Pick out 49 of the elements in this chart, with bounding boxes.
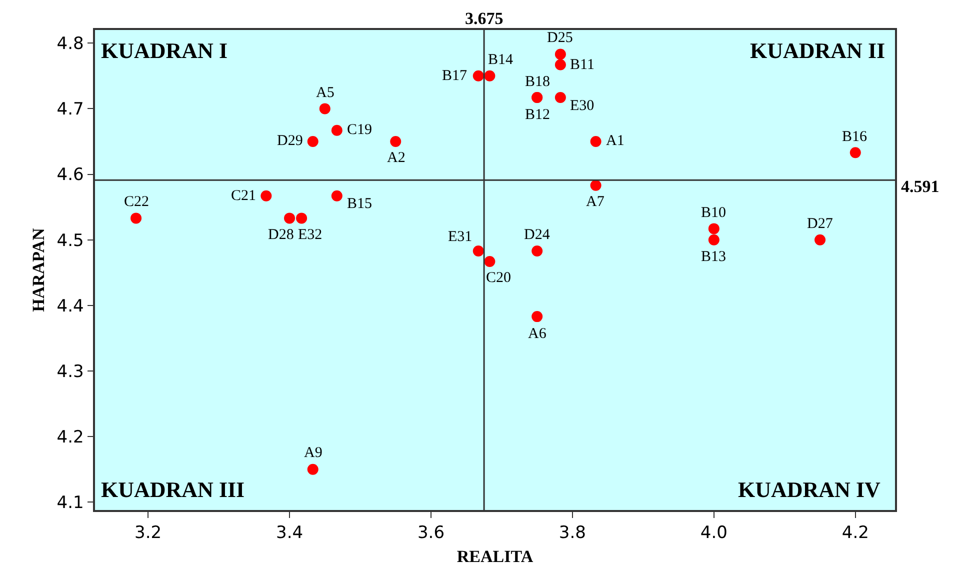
annotation: B10 <box>701 205 726 221</box>
annotation: B12 <box>525 107 550 123</box>
y-tick-label: 4.6 <box>56 165 84 186</box>
annotation: C21 <box>231 188 256 204</box>
x-tick-label: 3.4 <box>276 523 304 544</box>
annotation: B13 <box>701 249 726 265</box>
annotation: E32 <box>298 227 322 243</box>
y-tick-label: 4.3 <box>56 362 84 382</box>
annotation: A9 <box>304 445 322 461</box>
annotation: D29 <box>277 133 303 149</box>
annotation: A7 <box>586 194 605 210</box>
x-tick-label: 3.8 <box>558 523 586 544</box>
y-tick-label: 4.8 <box>56 34 84 54</box>
annotation: B17 <box>442 68 468 84</box>
x-tick-label: 3.6 <box>417 523 445 544</box>
y-tick-label: 4.2 <box>56 428 84 448</box>
annotation: KUADRAN II <box>750 38 886 63</box>
annotation: A5 <box>316 85 334 101</box>
annotation: B18 <box>525 74 550 90</box>
ref-line-label: 3.675 <box>465 9 504 28</box>
annotation: A1 <box>606 133 624 149</box>
annotation: D24 <box>524 227 550 243</box>
annotation: C22 <box>124 194 150 210</box>
x-tick-label: 3.2 <box>134 523 162 544</box>
annotation: KUADRAN I <box>101 38 228 63</box>
annotation: D28 <box>268 227 294 243</box>
x-axis-title: REALITA <box>456 547 534 566</box>
annotation: KUADRAN IV <box>738 477 880 502</box>
annotation: A6 <box>528 326 547 342</box>
annotation: C20 <box>486 270 512 286</box>
y-tick-label: 4.4 <box>56 296 84 316</box>
x-tick-label: 4.0 <box>700 523 728 544</box>
y-tick-label: 4.1 <box>56 493 84 514</box>
annotation: E31 <box>448 229 472 245</box>
annotation: B14 <box>488 52 514 68</box>
annotation: KUADRAN III <box>101 477 245 502</box>
y-axis-title: HARAPAN <box>28 227 48 312</box>
ref-line-label: 4.591 <box>901 177 940 196</box>
annotation: E30 <box>570 98 594 114</box>
y-tick-label: 4.5 <box>56 230 84 251</box>
annotation: B11 <box>570 57 594 73</box>
x-tick-label: 4.2 <box>842 523 869 544</box>
annotation: A2 <box>387 150 406 166</box>
annotation: D25 <box>547 30 573 46</box>
annotation: B16 <box>842 129 868 145</box>
y-tick-label: 4.7 <box>56 100 84 120</box>
annotation: B15 <box>347 196 372 212</box>
annotation: D27 <box>807 216 834 232</box>
annotation: C19 <box>347 122 372 138</box>
